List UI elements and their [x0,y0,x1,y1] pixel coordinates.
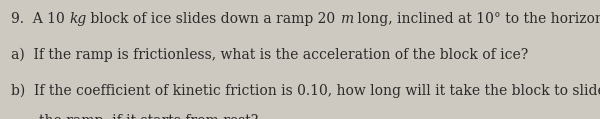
Text: m: m [340,12,353,26]
Text: a)  If the ramp is frictionless, what is the acceleration of the block of ice?: a) If the ramp is frictionless, what is … [11,48,528,62]
Text: 9.  A 10: 9. A 10 [11,12,69,26]
Text: long, inclined at 10° to the horizontal.: long, inclined at 10° to the horizontal. [353,12,600,26]
Text: the ramp, if it starts from rest?: the ramp, if it starts from rest? [39,114,258,119]
Text: b)  If the coefficient of kinetic friction is 0.10, how long will it take the bl: b) If the coefficient of kinetic frictio… [11,83,600,98]
Text: kg: kg [69,12,86,26]
Text: block of ice slides down a ramp 20: block of ice slides down a ramp 20 [86,12,340,26]
